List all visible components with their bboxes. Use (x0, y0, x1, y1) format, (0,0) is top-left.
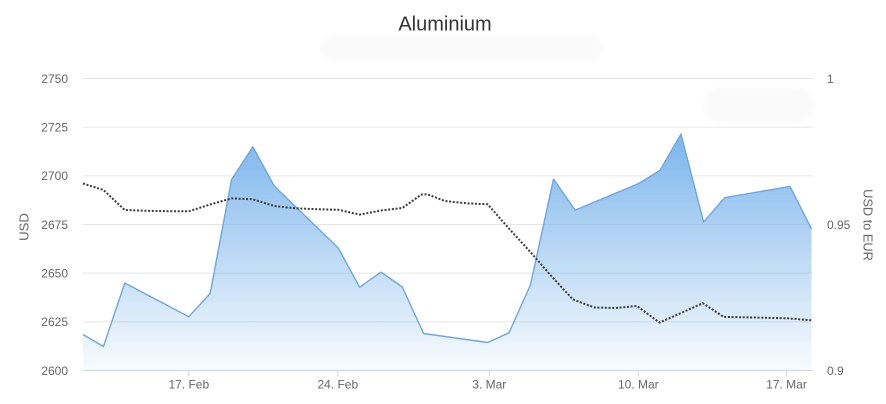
svg-text:USD to EUR: USD to EUR (861, 189, 876, 261)
svg-text:3. Mar: 3. Mar (472, 378, 506, 392)
svg-text:0.95: 0.95 (827, 218, 851, 232)
svg-text:17. Mar: 17. Mar (766, 378, 807, 392)
svg-text:2700: 2700 (41, 169, 68, 183)
svg-text:2750: 2750 (41, 72, 68, 86)
svg-text:10. Mar: 10. Mar (618, 378, 659, 392)
svg-text:1: 1 (827, 72, 834, 86)
svg-text:2725: 2725 (41, 121, 68, 135)
svg-text:2600: 2600 (41, 364, 68, 378)
svg-text:2650: 2650 (41, 267, 68, 281)
svg-text:Aluminium: Aluminium (398, 14, 491, 36)
svg-text:17. Feb: 17. Feb (168, 378, 209, 392)
svg-text:24. Feb: 24. Feb (317, 378, 358, 392)
svg-text:2625: 2625 (41, 315, 68, 329)
svg-text:2675: 2675 (41, 218, 68, 232)
svg-text:USD: USD (17, 213, 32, 241)
svg-text:0.9: 0.9 (827, 364, 844, 378)
